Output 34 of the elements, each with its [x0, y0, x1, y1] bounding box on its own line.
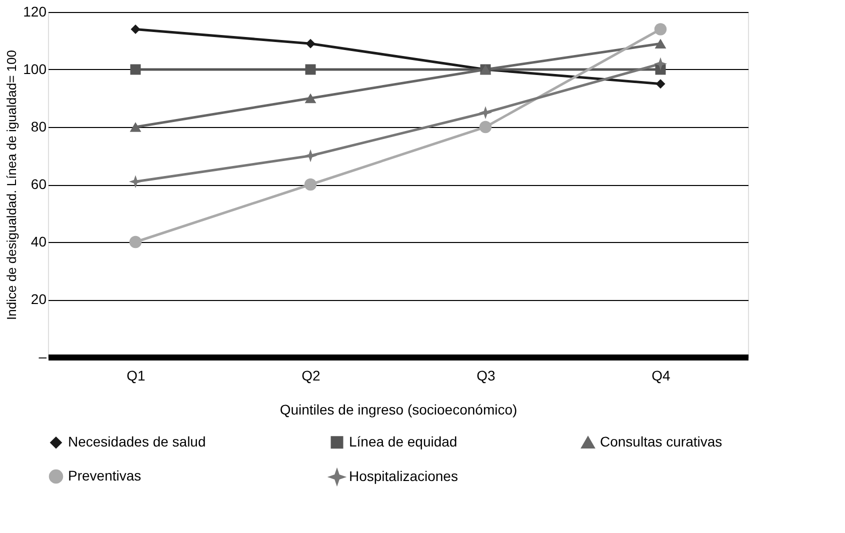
y-tick-label: 60 — [30, 176, 47, 192]
legend-label: Preventivas — [68, 468, 142, 484]
y-tick-label: 120 — [23, 4, 47, 20]
x-tick-label: Q2 — [302, 368, 321, 384]
point — [304, 93, 316, 104]
point — [129, 236, 142, 248]
point — [304, 149, 318, 162]
point — [656, 79, 666, 89]
point — [130, 64, 141, 75]
legend-label: Consultas curativas — [600, 434, 722, 450]
point — [654, 57, 668, 70]
point — [305, 64, 316, 75]
point — [654, 23, 667, 36]
y-tick-label: – — [38, 348, 47, 364]
y-tick-label: 100 — [23, 61, 47, 77]
point — [654, 38, 666, 49]
x-tick-label: Q4 — [652, 368, 671, 384]
legend-label: Línea de equidad — [349, 433, 458, 450]
point — [128, 175, 142, 188]
point — [479, 120, 492, 134]
x-tick-label: Q1 — [126, 368, 146, 384]
x-axis-title: Quintiles de ingreso (socioeconómico) — [280, 402, 518, 418]
point — [130, 24, 140, 34]
legend-label: Necesidades de salud — [68, 434, 206, 450]
x-tick-label: Q3 — [476, 368, 496, 384]
y-tick-label: 80 — [30, 118, 47, 134]
y-axis-title: Indice de desigualdad. Línea de igualdad= 100 — [4, 50, 20, 320]
point — [304, 178, 317, 191]
point — [130, 122, 142, 132]
y-tick-label: 40 — [30, 234, 47, 250]
legend-label: Hospitalizaciones — [349, 468, 458, 484]
point — [306, 38, 316, 48]
y-tick-label: 20 — [30, 291, 47, 307]
point — [478, 106, 492, 120]
